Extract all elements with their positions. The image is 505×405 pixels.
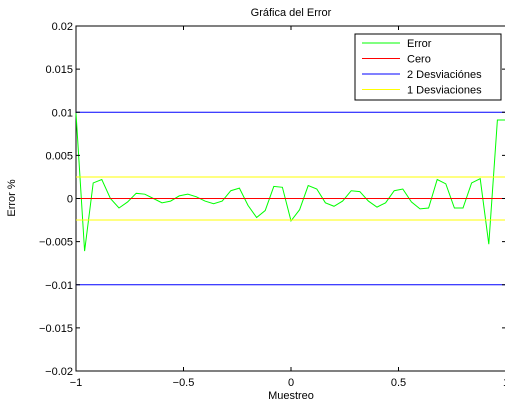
series-layer — [75, 111, 505, 286]
legend-label: Error — [407, 38, 432, 50]
legend-label: 1 Desviaciones — [407, 85, 482, 97]
x-tick-label: 1 — [503, 377, 505, 389]
y-tick-label: 0.015 — [45, 64, 73, 76]
y-tick-label: 0.02 — [52, 21, 73, 33]
legend-items: Error Cero 2 Desviaciónes 1 Desviaciones — [362, 38, 482, 97]
y-tick-label: −0.01 — [45, 280, 73, 292]
x-tick-label: 0.5 — [391, 377, 406, 389]
y-tick-label: 0.01 — [52, 107, 73, 119]
x-tick-label: −1 — [70, 377, 83, 389]
legend: Error Cero 2 Desviaciónes 1 Desviaciones — [354, 33, 502, 101]
x-tick-label: −0.5 — [173, 377, 195, 389]
chart-title: Gráfica del Error — [251, 7, 332, 19]
y-tick-label: −0.02 — [45, 366, 73, 378]
series-line-error-0 — [75, 113, 505, 252]
legend-label: 2 Desviaciónes — [407, 69, 482, 81]
y-tick-label: −0.005 — [39, 237, 73, 249]
x-axis-label: Muestreo — [268, 390, 314, 402]
y-tick-label: 0.005 — [45, 150, 73, 162]
y-axis-ticks: −0.02 −0.015 −0.01 −0.005 0 0.005 0.01 0.015 0.0… — [39, 21, 505, 378]
y-axis-label: Error % — [6, 179, 18, 217]
x-axis-ticks: −1 −0.5 0 0.5 1 — [70, 26, 505, 389]
legend-label: Cero — [407, 54, 431, 66]
x-tick-label: 0 — [288, 377, 294, 389]
y-tick-label: −0.015 — [39, 323, 73, 335]
y-tick-label: 0 — [67, 194, 73, 206]
